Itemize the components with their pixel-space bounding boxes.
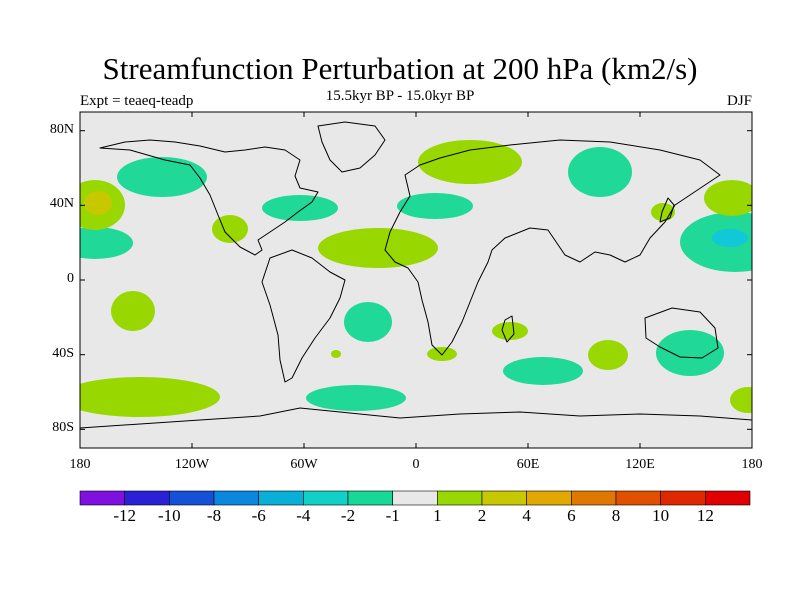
colorbar-label: -2	[340, 506, 356, 525]
anomaly-pos-south-africa	[427, 347, 457, 361]
anomaly-neg-southern-ocean	[306, 385, 406, 411]
colorbar-label: 8	[611, 506, 621, 525]
colorbar-box	[526, 490, 572, 506]
colorbar-label: -4	[296, 506, 311, 525]
colorbar-box	[437, 490, 483, 506]
anomaly-neg-south-atlantic	[344, 302, 392, 342]
time-period-label: 15.5kyr BP - 15.0kyr BP	[325, 88, 475, 104]
anomaly-neg-north-pacific	[117, 157, 207, 197]
anomaly-pos-scandinavia	[418, 140, 522, 184]
coastline-greenland	[317, 121, 386, 173]
y-tick-label: 80S	[52, 420, 74, 436]
x-tick-label: 60E	[516, 457, 540, 472]
colorbar-label: 12	[696, 506, 714, 525]
anomaly-neg-central-pacific	[80, 227, 133, 259]
anomaly-pos-madagascar	[492, 322, 528, 340]
axis-ticks	[79, 112, 753, 448]
anomaly-pos-south-pacific	[111, 291, 155, 331]
colorbar-box	[258, 490, 304, 506]
anomaly-pos-se-indian	[588, 340, 628, 370]
colorbar-box	[660, 490, 706, 506]
x-tick-label: 180	[69, 457, 91, 472]
coastline-south-america	[261, 249, 346, 383]
coastline-japan	[659, 197, 675, 223]
y-tick-label: 80N	[49, 121, 74, 137]
anomaly-pos-ne-pacific-core	[84, 191, 112, 215]
plot-title: Streamfunction Perturbation at 200 hPa (…	[102, 51, 698, 86]
anomaly-pos-north-pacific-east	[704, 180, 752, 216]
colorbar-label: 1	[433, 506, 442, 525]
colorbar-label: -12	[113, 506, 136, 525]
colorbar-box	[124, 490, 170, 506]
colorbar-label: -8	[206, 506, 222, 525]
colorbar-label: 2	[477, 506, 487, 525]
x-tick-label: 60W	[290, 457, 318, 472]
season-label: DJF	[726, 93, 752, 109]
coastlines	[80, 121, 752, 429]
anomaly-neg-north-atlantic	[262, 195, 338, 221]
y-tick-label: 0	[67, 271, 74, 286]
colorbar-label: -1	[385, 506, 400, 525]
colorbar-label: -10	[157, 506, 181, 525]
anomaly-neg-mediterranean	[397, 193, 473, 219]
anomaly-neg-australia	[656, 330, 724, 376]
colorbar-label: 6	[567, 506, 576, 525]
anomaly-pos-mexico	[212, 215, 248, 243]
colorbar-box	[392, 490, 438, 506]
anomaly-pos-small-atlantic	[331, 350, 341, 358]
colorbar-box	[303, 490, 349, 506]
experiment-label: Expt = teaeq-teadp	[80, 93, 194, 109]
colorbar-box	[213, 490, 259, 506]
coastline-australia	[644, 307, 719, 359]
colorbar-box	[705, 490, 751, 506]
y-tick-label: 40S	[52, 345, 74, 361]
colorbar-box	[169, 490, 215, 506]
coastline-madagascar	[501, 315, 515, 343]
colorbar	[79, 490, 751, 506]
colorbar-box	[481, 490, 527, 506]
anomaly-neg-south-indian	[503, 357, 583, 385]
x-tick-label: 120E	[625, 457, 655, 472]
x-tick-label: 180	[741, 457, 763, 472]
x-tick-label: 0	[412, 457, 420, 472]
anomaly-pos-tropical-atlantic	[318, 228, 438, 268]
coastline-antarctica	[80, 407, 752, 429]
x-tick-label: 120W	[174, 457, 210, 472]
coastline-north-america	[99, 139, 319, 256]
anomaly-neg-siberia	[568, 147, 632, 197]
colorbar-label: -6	[251, 506, 266, 525]
colorbar-label: 10	[652, 506, 670, 525]
y-tick-label: 40N	[49, 196, 74, 212]
coastline-eurasia-africa	[384, 139, 721, 356]
anomaly-pos-southern-pacific	[80, 377, 220, 417]
colorbar-label: 4	[522, 506, 531, 525]
colorbar-box	[347, 490, 393, 506]
colorbar-box	[615, 490, 661, 506]
anomaly-pos-far-southeast	[730, 387, 752, 413]
anomaly-pos-japan	[651, 203, 675, 221]
colorbar-box	[571, 490, 617, 506]
contour-fields	[80, 140, 752, 417]
colorbar-box	[79, 490, 125, 506]
anomaly-neg-west-pacific-core	[712, 229, 748, 247]
